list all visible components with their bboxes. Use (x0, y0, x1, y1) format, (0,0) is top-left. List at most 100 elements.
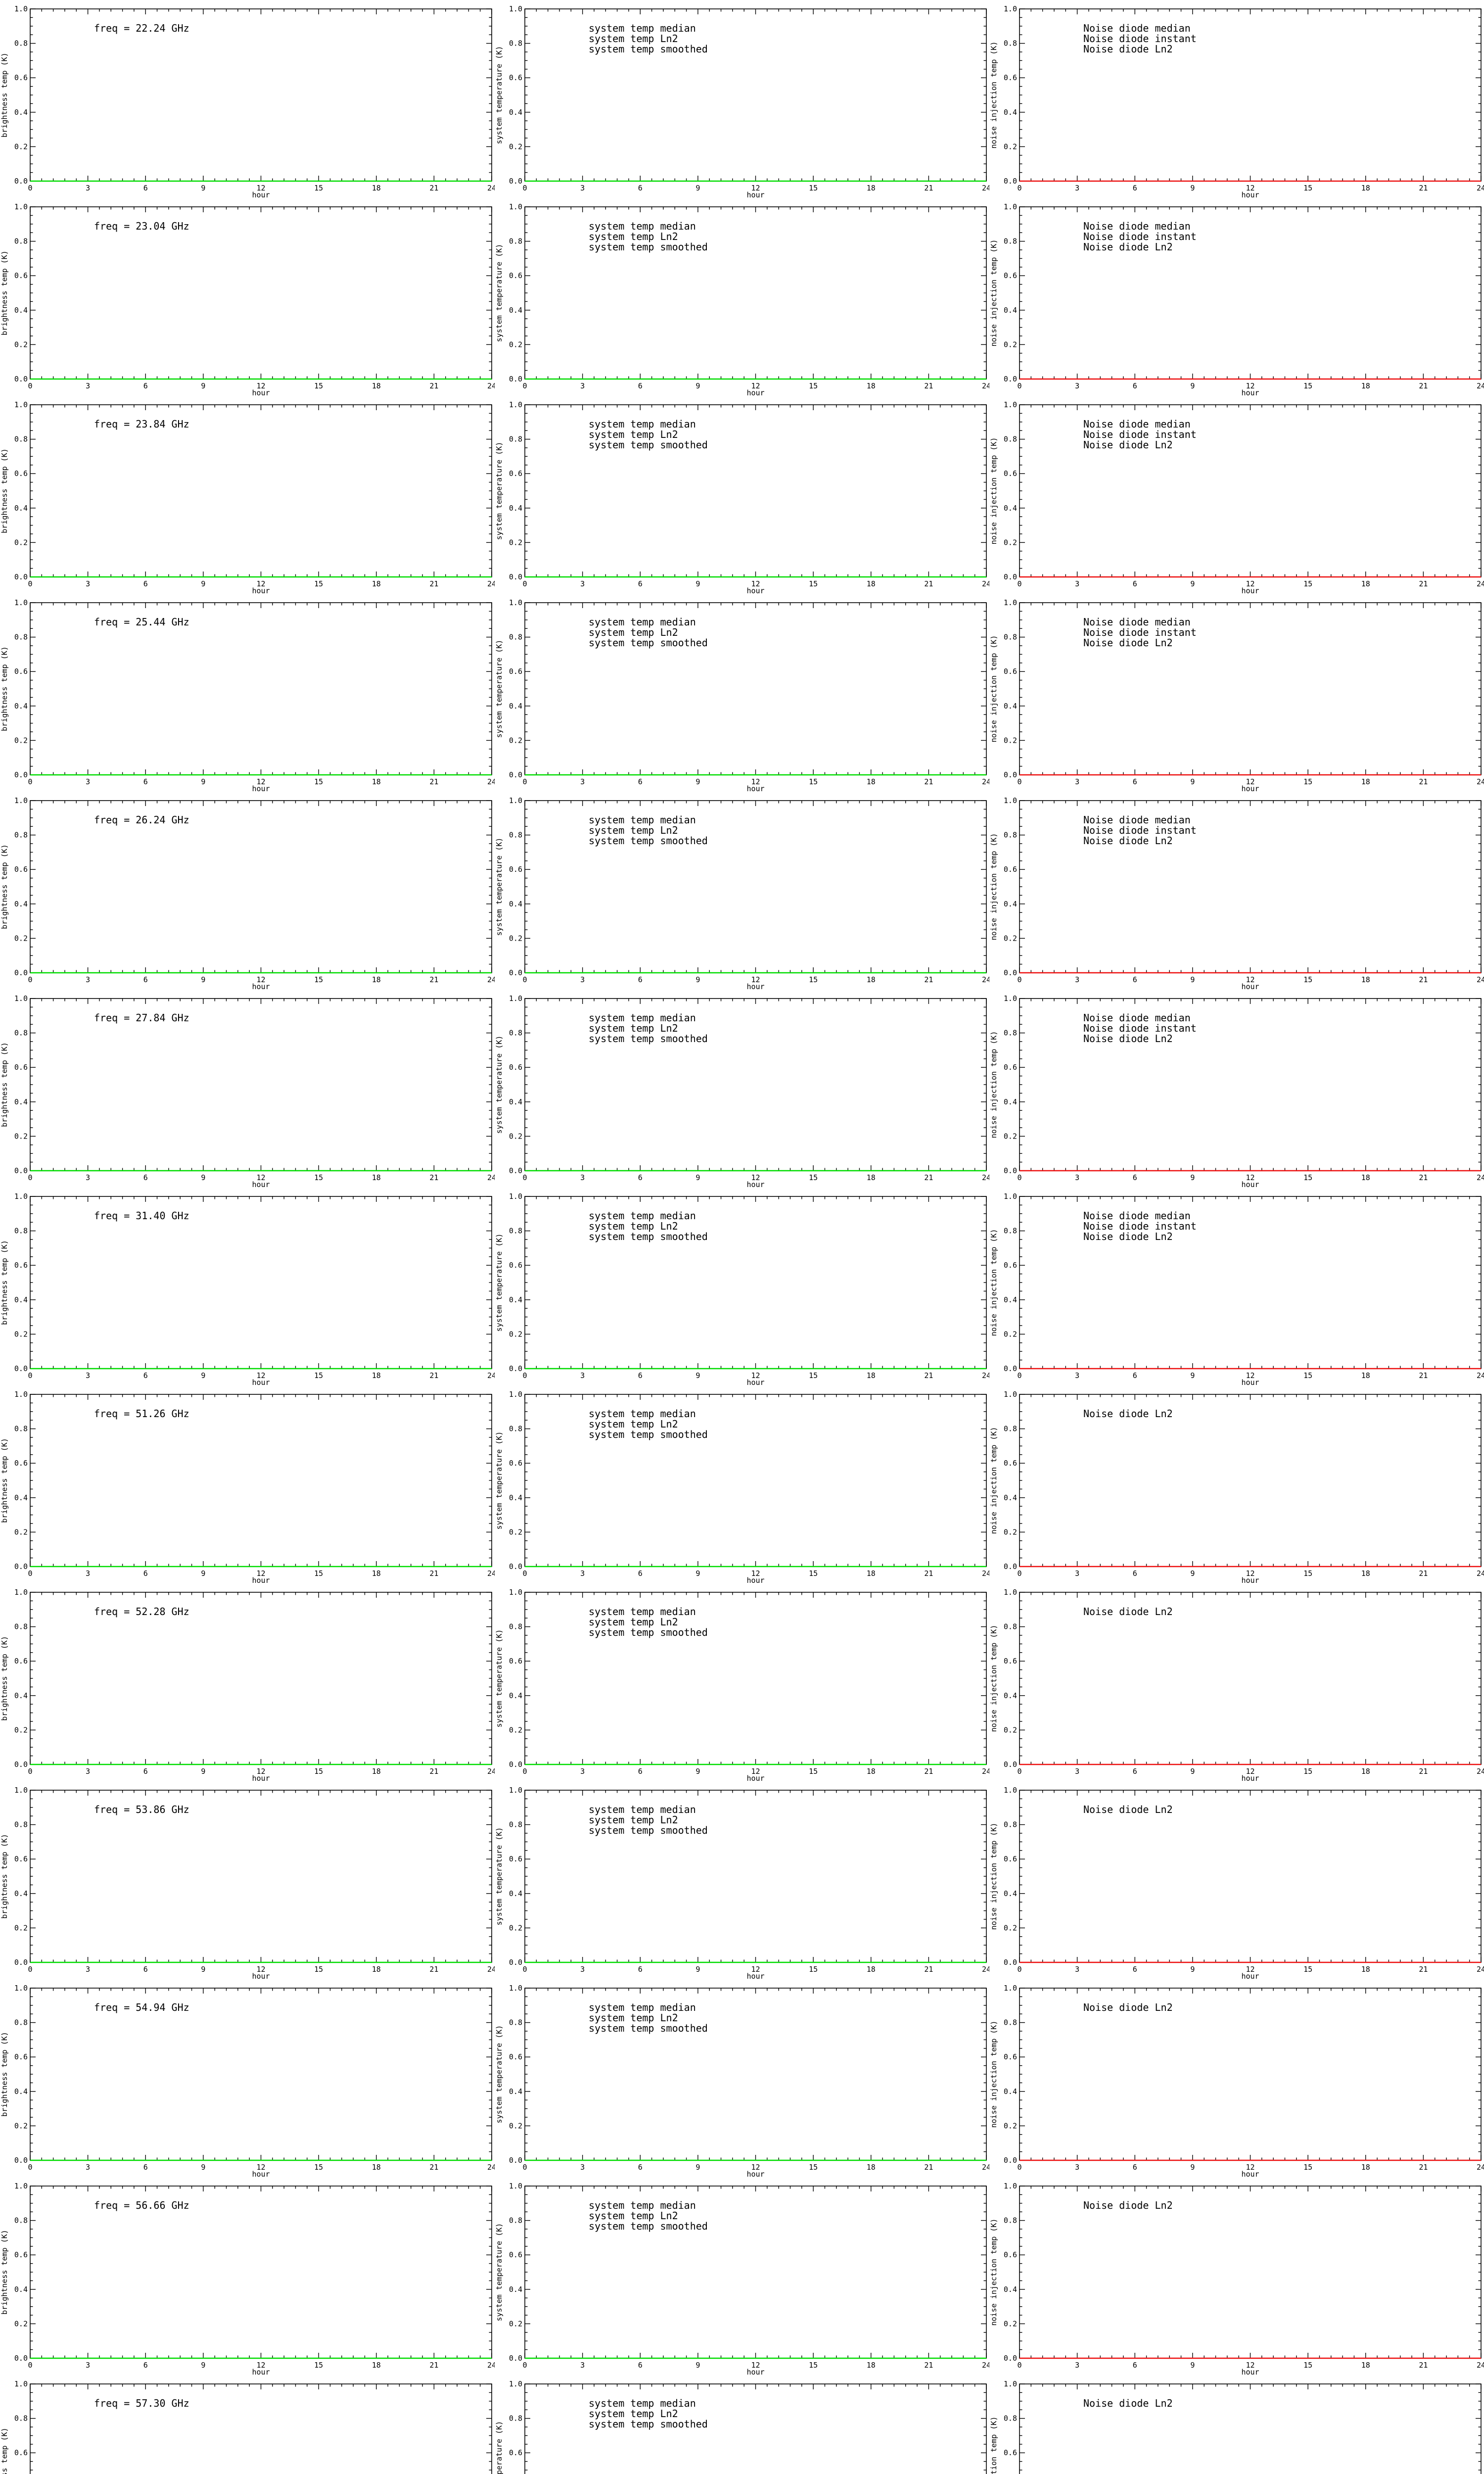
plot-svg-row1-col1: 0 3 6 9 12 15 18 21 24 hour 0.0 0.2 0.4 0.6 0.8 1.0 brig… (0, 4, 495, 198)
x-tick-label: 9 (201, 975, 205, 984)
x-tick-label: 21 (1419, 381, 1428, 390)
y-tick-label: 1.0 (509, 1588, 522, 1597)
x-tick-label: 21 (1419, 579, 1428, 588)
x-tick-label: 24 (487, 1173, 495, 1182)
y-tick-label: 0.6 (14, 1657, 28, 1665)
x-tick-label: 9 (1190, 381, 1195, 390)
x-tick-label: 0 (1017, 1767, 1021, 1776)
x-tick-label: 0 (522, 1767, 527, 1776)
x-tick-label: 0 (522, 579, 527, 588)
y-axis-label: noise injection temp (K) (989, 1427, 998, 1534)
y-tick-label: 0.0 (1004, 1562, 1017, 1571)
legend-entry: system temp Ln2 (589, 1616, 678, 1628)
x-tick-label: 6 (143, 2163, 148, 2172)
y-tick-label: 0.0 (14, 1562, 28, 1571)
y-axis-label: system temperature (K) (495, 46, 504, 144)
x-axis-label: hour (252, 2368, 270, 2375)
x-tick-label: 6 (638, 579, 643, 588)
x-tick-label: 3 (86, 777, 90, 786)
x-tick-label: 18 (1361, 579, 1370, 588)
legend-entry: system temp Ln2 (589, 2012, 678, 2024)
y-tick-label: 0.0 (1004, 1364, 1017, 1373)
x-tick-label: 18 (1361, 1173, 1370, 1182)
y-tick-label: 0.0 (509, 1364, 522, 1373)
y-tick-label: 0.8 (1004, 1425, 1017, 1433)
x-axis-label: hour (1241, 1576, 1259, 1583)
y-tick-label: 0.4 (509, 306, 522, 315)
legend-entry: system temp Ln2 (589, 824, 678, 836)
y-tick-label: 1.0 (1004, 994, 1017, 1003)
y-tick-label: 0.4 (14, 1889, 28, 1898)
x-tick-label: 3 (580, 1767, 585, 1776)
plot-svg-row12-col1: 0 3 6 9 12 15 18 21 24hour0.00.20.40.60.81.0brig… (0, 2182, 495, 2375)
y-tick-label: 0.4 (509, 108, 522, 117)
freq-label: freq = 23.04 GHz (94, 220, 189, 232)
legend-entry: Noise diode median (1083, 1012, 1191, 1024)
x-tick-label: 12 (256, 579, 265, 588)
x-tick-label: 9 (201, 1767, 205, 1776)
legend-entry: system temp smoothed (589, 637, 708, 649)
x-tick-label: 0 (522, 184, 527, 192)
x-tick-label: 9 (201, 777, 205, 786)
x-tick-label: 21 (924, 579, 933, 588)
panel-row11-col1: 0 3 6 9 12 15 18 21 24 hour 0.0 0.2 0.4 0.6 0.8 1.0 brig… (0, 1979, 495, 2177)
y-tick-label: 0.8 (14, 2018, 28, 2027)
x-tick-label: 3 (86, 2163, 90, 2172)
y-tick-label: 0.6 (14, 2052, 28, 2061)
freq-label: freq = 25.44 GHz (94, 616, 189, 628)
y-tick-label: 0.6 (509, 865, 522, 874)
x-tick-label: 15 (314, 381, 323, 390)
y-tick-label: 0.4 (14, 306, 28, 315)
x-tick-label: 12 (256, 1569, 265, 1578)
y-tick-label: 1.0 (509, 202, 522, 211)
x-tick-label: 0 (28, 1767, 32, 1776)
legend-entry: system temp smoothed (589, 241, 708, 253)
x-tick-label: 21 (924, 2163, 933, 2172)
y-tick-label: 1.0 (509, 400, 522, 409)
x-tick-label: 3 (580, 777, 585, 786)
y-tick-label: 1.0 (509, 994, 522, 1003)
y-tick-label: 0.2 (509, 1132, 522, 1141)
freq-label: freq = 23.84 GHz (94, 418, 189, 430)
y-tick-label: 0.4 (14, 108, 28, 117)
x-tick-label: 21 (924, 777, 933, 786)
x-tick-label: 6 (1133, 2163, 1137, 2172)
y-axis-label: brightness temp (K) (0, 2032, 9, 2117)
y-tick-label: 0.2 (1004, 1132, 1017, 1141)
y-tick-label: 0.2 (509, 1725, 522, 1734)
y-tick-label: 0.2 (1004, 934, 1017, 943)
plot-row-1: 0 3 6 9 12 15 18 21 24 hour 0.0 0.2 0.4 0.6 0.8 1.0 brig… (0, 0, 1484, 198)
legend-entry: system temp smoothed (589, 1033, 708, 1045)
plot-svg-row8-col3: 0 3 6 9 12 15 18 21 24 hour 0.0 0.2 0.4 0.6 0.8 1.0 nois… (989, 1390, 1484, 1583)
y-axis-label: brightness temp (K) (0, 646, 9, 731)
x-axis-label: hour (252, 1774, 270, 1781)
y-tick-label: 0.6 (509, 1855, 522, 1863)
x-tick-label: 12 (256, 2163, 265, 2172)
y-tick-label: 0.6 (509, 667, 522, 676)
y-tick-label: 1.0 (1004, 796, 1017, 805)
x-tick-label: 6 (1133, 777, 1137, 786)
y-axis-label: noise injection temp (K) (989, 1625, 998, 1732)
x-tick-label: 15 (314, 579, 323, 588)
freq-label: freq = 26.24 GHz (94, 814, 189, 826)
x-tick-label: 18 (372, 579, 381, 588)
x-tick-label: 24 (982, 1569, 989, 1578)
x-tick-label: 0 (28, 1173, 32, 1182)
y-tick-label: 0.0 (509, 1760, 522, 1769)
y-tick-label: 0.0 (14, 572, 28, 581)
x-tick-label: 21 (429, 1767, 438, 1776)
x-tick-label: 18 (372, 2163, 381, 2172)
x-tick-label: 21 (429, 1173, 438, 1182)
y-tick-label: 0.2 (1004, 340, 1017, 349)
x-tick-label: 18 (1361, 381, 1370, 390)
legend-entry: system temp smoothed (589, 43, 708, 55)
x-axis-label: hour (1241, 1774, 1259, 1781)
x-tick-label: 12 (1246, 1767, 1254, 1776)
y-axis-label: system temperature (K) (495, 1234, 504, 1332)
plot-svg-row8-col2: 0 3 6 9 12 15 18 21 24 hour 0.0 0.2 0.4 0.6 0.8 1.0 syst… (495, 1390, 989, 1583)
x-tick-label: 6 (1133, 579, 1137, 588)
y-tick-label: 0.8 (14, 1029, 28, 1038)
x-tick-label: 15 (809, 1371, 818, 1380)
legend-entry: Noise diode Ln2 (1083, 43, 1173, 55)
x-axis-label: hour (252, 784, 270, 792)
